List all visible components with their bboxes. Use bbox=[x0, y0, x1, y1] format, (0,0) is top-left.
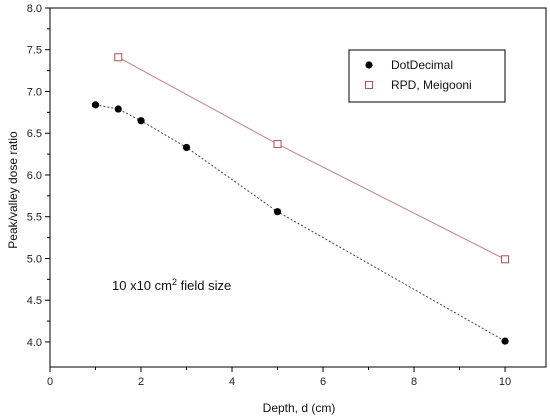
x-tick-label: 10 bbox=[499, 376, 511, 388]
y-axis-label: Peak/valley dose ratio bbox=[6, 131, 20, 249]
legend-label: DotDecimal bbox=[391, 58, 453, 72]
y-tick-label: 8.0 bbox=[27, 3, 42, 15]
y-tick-label: 4.5 bbox=[27, 295, 42, 307]
plot-frame bbox=[49, 7, 547, 368]
data-point bbox=[273, 140, 282, 149]
y-tick-label: 7.0 bbox=[27, 86, 42, 98]
y-tick-label: 5.0 bbox=[27, 253, 42, 265]
data-point bbox=[501, 337, 509, 345]
y-tick-label: 4.0 bbox=[27, 337, 42, 349]
y-tick-label: 7.5 bbox=[27, 45, 42, 57]
annotation-superscript: 2 bbox=[172, 277, 177, 287]
x-tick-label: 8 bbox=[411, 376, 417, 388]
legend-label: RPD, Meigooni bbox=[391, 78, 472, 92]
x-tick-label: 0 bbox=[47, 376, 53, 388]
x-tick-label: 6 bbox=[320, 376, 326, 388]
data-point bbox=[114, 53, 123, 62]
data-point bbox=[114, 105, 122, 113]
x-tick-label: 2 bbox=[138, 376, 144, 388]
y-tick-label: 6.5 bbox=[27, 128, 42, 140]
annotation-suffix: field size bbox=[177, 278, 231, 293]
legend-marker bbox=[365, 81, 373, 89]
x-tick-label: 4 bbox=[229, 376, 235, 388]
data-point bbox=[501, 255, 510, 264]
data-point bbox=[137, 117, 145, 125]
x-axis-label: Depth, d (cm) bbox=[263, 401, 336, 415]
data-point bbox=[273, 208, 282, 216]
annotation-text: 10 x10 cm bbox=[112, 278, 172, 293]
legend-box bbox=[348, 49, 506, 103]
series-line bbox=[95, 104, 506, 342]
legend-marker bbox=[365, 61, 373, 69]
field-size-annotation: 10 x10 cm2 field size bbox=[112, 277, 231, 293]
y-tick-label: 6.0 bbox=[27, 170, 42, 182]
y-tick-label: 5.5 bbox=[27, 212, 42, 224]
data-point bbox=[182, 143, 191, 152]
data-point bbox=[91, 101, 100, 109]
